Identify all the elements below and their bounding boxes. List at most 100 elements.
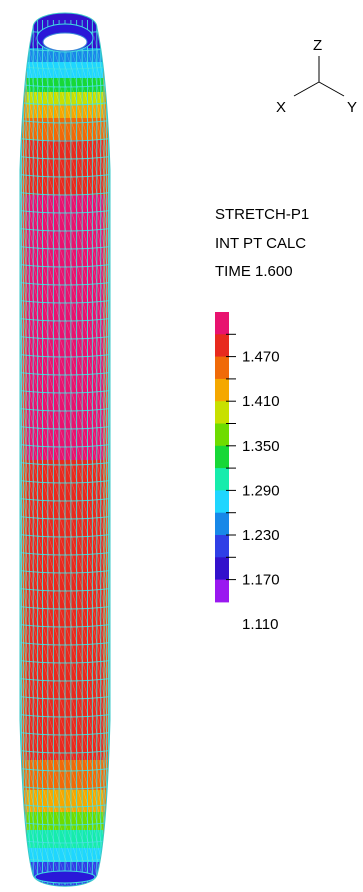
mesh-element-diagonal: [33, 263, 38, 283]
mesh-element-diagonal: [108, 587, 110, 607]
mesh-element-diagonal: [82, 137, 88, 157]
mesh-element-diagonal: [70, 227, 77, 247]
mesh-element-diagonal: [25, 749, 30, 769]
mesh-element-diagonal: [53, 425, 60, 445]
mesh-element-diagonal: [87, 731, 93, 751]
mesh-element-diagonal: [106, 731, 109, 751]
mesh-element-diagonal: [100, 191, 105, 211]
mesh-element-diagonal: [23, 209, 27, 229]
mesh-element-diagonal: [82, 821, 88, 841]
mesh-element-diagonal: [103, 587, 107, 607]
mesh-element-diagonal: [25, 371, 30, 391]
mesh-element-diagonal: [47, 695, 54, 715]
mesh-element-diagonal: [92, 821, 97, 841]
mesh-element-diagonal: [25, 173, 30, 193]
mesh-element-diagonal: [64, 299, 72, 319]
mesh-element-diagonal: [70, 443, 77, 463]
mesh-element-diagonal: [70, 461, 77, 481]
mesh-element-diagonal: [33, 821, 38, 841]
mesh-element-diagonal: [47, 317, 54, 337]
mesh-element-diagonal: [23, 875, 27, 887]
mesh-element-diagonal: [58, 281, 66, 301]
mesh-element-diagonal: [20, 821, 22, 841]
mesh-element-diagonal: [87, 533, 93, 553]
mesh-element-diagonal: [20, 353, 22, 373]
mesh-element-diagonal: [21, 641, 24, 661]
mesh-element-diagonal: [92, 371, 97, 391]
mesh-element-diagonal: [106, 209, 109, 229]
mesh-element-diagonal: [108, 281, 110, 301]
mesh-element-diagonal: [23, 551, 27, 571]
mesh-element-diagonal: [37, 533, 43, 553]
mesh-element-diagonal: [106, 173, 109, 193]
mesh-element-diagonal: [53, 605, 60, 625]
mesh-element-diagonal: [29, 821, 34, 841]
mesh-element-diagonal: [108, 155, 110, 175]
mesh-element-diagonal: [70, 731, 77, 751]
mesh-element-diagonal: [103, 533, 107, 553]
mesh-element-diagonal: [96, 137, 101, 157]
mesh-element-diagonal: [70, 137, 77, 157]
mesh-element-diagonal: [64, 605, 72, 625]
mesh-element-diagonal: [58, 605, 66, 625]
mesh-element-diagonal: [58, 101, 66, 121]
mesh-element-diagonal: [29, 659, 34, 679]
mesh-element-diagonal: [87, 245, 93, 265]
mesh-element-diagonal: [82, 65, 88, 85]
mesh-element-diagonal: [58, 587, 66, 607]
mesh-element-diagonal: [82, 749, 88, 769]
mesh-element-diagonal: [58, 677, 66, 697]
mesh-element-diagonal: [47, 173, 54, 193]
mesh-element-diagonal: [103, 677, 107, 697]
mesh-element-diagonal: [103, 29, 107, 49]
mesh-element-diagonal: [82, 551, 88, 571]
mesh-element-diagonal: [64, 245, 72, 265]
mesh-element-diagonal: [70, 749, 77, 769]
mesh-element-diagonal: [96, 749, 101, 769]
mesh-element-diagonal: [100, 335, 105, 355]
mesh-element-diagonal: [33, 335, 38, 355]
mesh-element-diagonal: [76, 497, 83, 517]
mesh-element-diagonal: [23, 407, 27, 427]
mesh-element-diagonal: [108, 29, 110, 49]
mesh-element-diagonal: [21, 731, 24, 751]
mesh-element-diagonal: [108, 803, 110, 823]
mesh-element-diagonal: [29, 191, 34, 211]
mesh-element-diagonal: [103, 299, 107, 319]
mesh-element-diagonal: [64, 515, 72, 535]
mesh-element-diagonal: [100, 407, 105, 427]
mesh-element-diagonal: [58, 731, 66, 751]
mesh-element-diagonal: [96, 119, 101, 139]
mesh-element-diagonal: [103, 605, 107, 625]
mesh-element-diagonal: [96, 83, 101, 103]
mesh-element-diagonal: [42, 317, 48, 337]
mesh-element-diagonal: [70, 587, 77, 607]
mesh-element-diagonal: [47, 155, 54, 175]
mesh-element-diagonal: [21, 749, 24, 769]
mesh-element-diagonal: [70, 767, 77, 787]
mesh-element-diagonal: [47, 659, 54, 679]
mesh-element-diagonal: [96, 173, 101, 193]
mesh-element-diagonal: [47, 515, 54, 535]
mesh-element-diagonal: [76, 551, 83, 571]
mesh-element-diagonal: [76, 749, 83, 769]
mesh-element-diagonal: [37, 785, 43, 805]
mesh-element-diagonal: [108, 425, 110, 445]
mesh-element-diagonal: [100, 731, 105, 751]
mesh-element-diagonal: [96, 281, 101, 301]
mesh-hoop-line: [20, 443, 110, 448]
mesh-element-diagonal: [100, 497, 105, 517]
mesh-element-diagonal: [92, 803, 97, 823]
mesh-element-diagonal: [25, 515, 30, 535]
mesh-element-diagonal: [70, 533, 77, 553]
mesh-element-diagonal: [92, 641, 97, 661]
z-axis-label: Z: [313, 37, 322, 54]
mesh-element-diagonal: [100, 875, 105, 887]
mesh-element-diagonal: [20, 587, 22, 607]
mesh-element-diagonal: [103, 101, 107, 121]
mesh-element-diagonal: [23, 29, 27, 49]
mesh-element-diagonal: [20, 677, 22, 697]
mesh-element-diagonal: [87, 461, 93, 481]
mesh-element-diagonal: [92, 461, 97, 481]
mesh-element-diagonal: [21, 335, 24, 355]
